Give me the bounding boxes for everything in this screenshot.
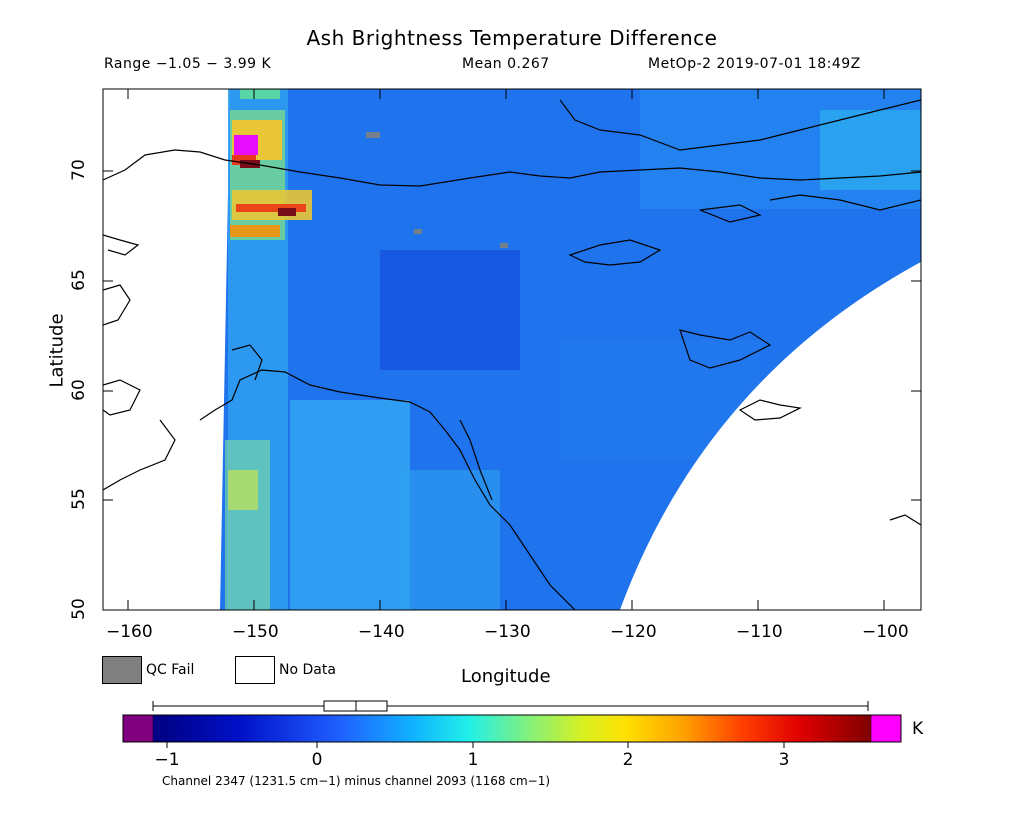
swath-texture [225, 89, 921, 610]
x-tick-130: −130 [484, 622, 531, 642]
colorbar-tick-0: 0 [311, 750, 323, 770]
qc-fail-label: QC Fail [146, 662, 195, 678]
colorbar-overflow [870, 714, 902, 743]
plot-frame [102, 88, 922, 611]
x-tick-100: −100 [862, 622, 909, 642]
x-tick-150: −150 [232, 622, 279, 642]
y-tick-55: 55 [68, 488, 89, 510]
y-tick-60: 60 [68, 379, 89, 401]
y-tick-50: 50 [68, 598, 89, 620]
colorbar-underflow [122, 714, 154, 743]
coastlines [103, 99, 921, 610]
qc-fail-swatch [102, 656, 142, 684]
x-axis-label: Longitude [461, 666, 551, 687]
colorbar-tick-3: 3 [778, 750, 790, 770]
channel-footer: Channel 2347 (1231.5 cm−1) minus channel… [162, 774, 551, 788]
colorbar-tick-neg1: −1 [154, 750, 180, 770]
no-data-label: No Data [279, 662, 336, 678]
colorbar-tick-1: 1 [467, 750, 479, 770]
no-data-region [620, 262, 921, 610]
x-tick-marks [127, 89, 885, 610]
colorbar-unit: K [912, 719, 924, 739]
map-plot-area [103, 89, 921, 610]
map-title: Ash Brightness Temperature Difference [306, 26, 718, 50]
x-tick-110: −110 [736, 622, 783, 642]
range-label: Range −1.05 − 3.99 K [104, 56, 272, 72]
y-tick-70: 70 [68, 159, 89, 181]
x-tick-160: −160 [106, 622, 153, 642]
y-tick-65: 65 [68, 269, 89, 291]
y-axis-label: Latitude [46, 313, 68, 388]
colorbar [122, 700, 902, 748]
mean-label: Mean 0.267 [462, 56, 550, 72]
y-tick-marks [103, 170, 921, 611]
no-data-swatch [235, 656, 275, 684]
colorbar-tick-2: 2 [622, 750, 634, 770]
colorbar-gradient [153, 715, 871, 742]
x-tick-140: −140 [358, 622, 405, 642]
x-tick-120: −120 [610, 622, 657, 642]
satellite-time-label: MetOp-2 2019-07-01 18:49Z [648, 56, 861, 72]
